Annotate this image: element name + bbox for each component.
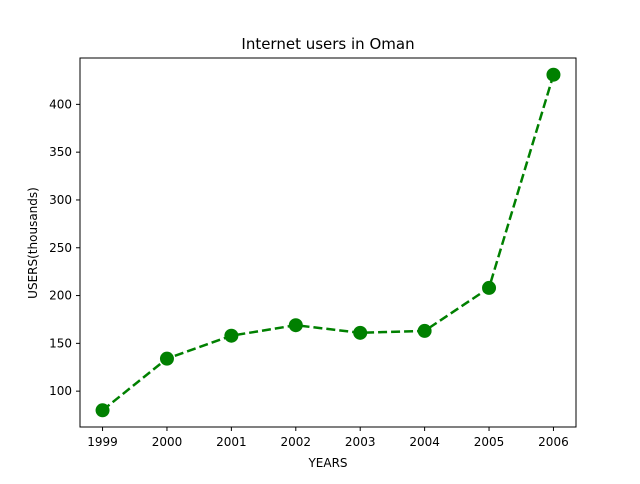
chart-title: Internet users in Oman <box>241 35 414 53</box>
plot-area-frame <box>79 57 577 428</box>
x-axis-label: YEARS <box>307 456 347 470</box>
data-point <box>159 351 174 366</box>
y-tick-label: 100 <box>49 384 72 398</box>
data-point <box>288 318 303 333</box>
x-tick-label: 2000 <box>152 435 183 449</box>
y-axis-label: USERS(thousands) <box>26 187 40 299</box>
x-tick-label: 2001 <box>216 435 247 449</box>
data-point <box>482 280 497 295</box>
x-tick-label: 2002 <box>281 435 312 449</box>
x-axis: 1999 2000 2001 2002 2003 2004 2005 2006 <box>87 427 569 449</box>
y-tick-label: 250 <box>49 241 72 255</box>
x-tick-label: 2006 <box>538 435 569 449</box>
data-point <box>417 323 432 338</box>
data-point <box>95 403 110 418</box>
data-point <box>546 67 561 82</box>
x-tick-label: 2004 <box>409 435 440 449</box>
x-tick-label: 2003 <box>345 435 376 449</box>
y-tick-label: 350 <box>49 145 72 159</box>
y-tick-label: 150 <box>49 336 72 350</box>
y-tick-label: 200 <box>49 289 72 303</box>
y-tick-label: 400 <box>49 97 72 111</box>
x-tick-label: 2005 <box>474 435 505 449</box>
y-axis: 100 150 200 250 300 350 400 <box>49 97 80 398</box>
y-tick-label: 300 <box>49 193 72 207</box>
data-point <box>353 325 368 340</box>
x-tick-label: 1999 <box>87 435 118 449</box>
data-point <box>224 328 239 343</box>
series-line <box>101 74 555 412</box>
series-layer <box>95 67 561 418</box>
